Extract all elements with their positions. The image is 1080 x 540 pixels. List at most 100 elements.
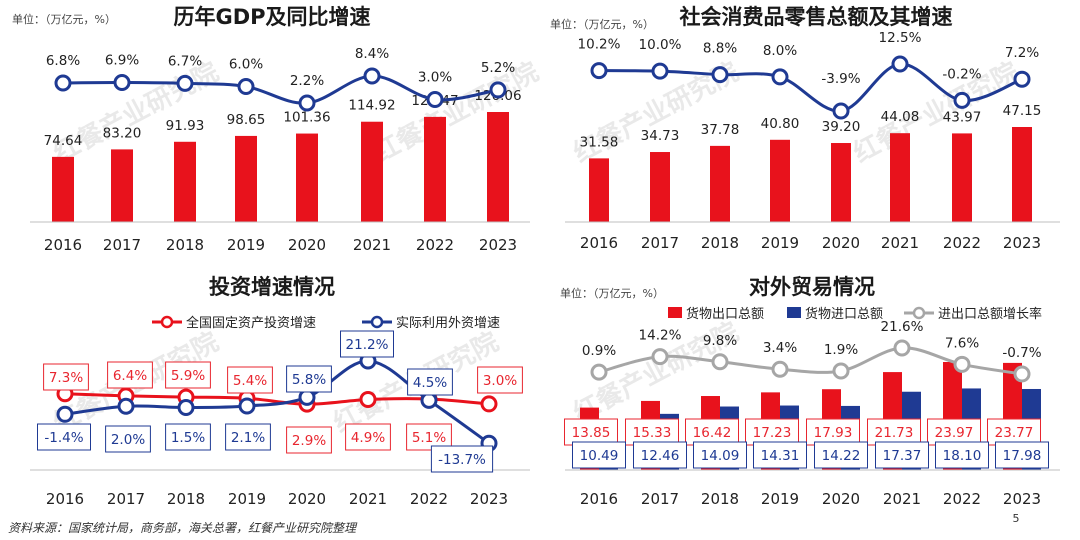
trade-export-label-2016-box — [564, 418, 618, 446]
gdp-bar-2021 — [361, 121, 383, 222]
invest-foreign-label-2021: 21.2% — [346, 337, 389, 353]
trade-import-label-2021-box — [875, 441, 929, 469]
watermark-3: 红餐产业研究院 — [848, 56, 1023, 169]
trade-legend-export-swatch — [668, 307, 682, 318]
retail-bar-label-2016: 31.58 — [580, 134, 619, 150]
trade-growth-point-5 — [893, 339, 911, 357]
invest-foreign-label-2017-box — [105, 425, 151, 453]
invest-fixed-label-2016-box — [43, 363, 89, 391]
gdp-unit: 单位：（万亿元，%） — [12, 12, 116, 26]
invest-fixed-label-2023: 3.0% — [483, 373, 517, 389]
trade-import-label-2019-box — [753, 441, 807, 469]
trade-import-label-2022: 18.10 — [943, 448, 982, 464]
invest-fixed-label-2016: 7.3% — [49, 370, 83, 386]
invest-tick-2016: 2016 — [46, 490, 84, 508]
gdp-tick-2020: 2020 — [288, 236, 326, 254]
gdp-bar-2018 — [174, 141, 196, 222]
retail-growth-label-2020: -3.9% — [821, 71, 860, 87]
trade-import-label-2020: 14.22 — [822, 448, 861, 464]
invest-fixed-point-5 — [359, 390, 377, 408]
trade-growth-point-7 — [1013, 365, 1031, 383]
invest-fixed-label-2021-box — [345, 423, 391, 451]
retail-tick-2022: 2022 — [943, 234, 981, 252]
invest-fixed-label-2019-box — [227, 366, 273, 394]
invest-foreign-label-2018-box — [165, 423, 211, 451]
invest-foreign-label-2023-box — [430, 445, 494, 473]
trade-import-label-2016: 10.49 — [580, 448, 619, 464]
retail-growth-point-2 — [711, 66, 729, 84]
gdp-tick-2019: 2019 — [227, 236, 265, 254]
invest-tick-2017: 2017 — [107, 490, 145, 508]
gdp-bar-2016 — [52, 156, 74, 222]
trade-legend-import-swatch — [787, 307, 801, 318]
trade-import-label-2022-box — [935, 441, 989, 469]
retail-bar-2016 — [589, 158, 609, 222]
trade-import-label-2020-box — [814, 441, 868, 469]
retail-growth-label-2019: 8.0% — [763, 43, 797, 59]
gdp-tick-2023: 2023 — [479, 236, 517, 254]
trade-growth-point-6 — [953, 355, 971, 373]
retail-growth-point-5 — [891, 55, 909, 73]
retail-bar-label-2022: 43.97 — [943, 109, 982, 125]
trade-export-label-2016: 13.85 — [572, 425, 611, 441]
trade-tick-2018: 2018 — [701, 490, 739, 508]
gdp-growth-label-2017: 6.9% — [105, 53, 139, 69]
retail-growth-label-2016: 10.2% — [578, 37, 621, 53]
gdp-bar-2017 — [111, 149, 133, 222]
retail-growth-label-2023: 7.2% — [1005, 45, 1039, 61]
retail-bar-2021 — [890, 133, 910, 222]
retail-bar-label-2021: 44.08 — [881, 109, 920, 125]
trade-import-label-2017: 12.46 — [641, 448, 680, 464]
retail-growth-point-4 — [832, 102, 850, 120]
retail-tick-2018: 2018 — [701, 234, 739, 252]
gdp-growth-label-2020: 2.2% — [290, 73, 324, 89]
gdp-growth-label-2022: 3.0% — [418, 70, 452, 86]
trade-legend-export-label: 货物出口总额 — [686, 306, 764, 322]
gdp-bar-2022 — [424, 116, 446, 222]
invest-legend-red-label: 全国固定资产投资增速 — [186, 315, 316, 331]
trade-export-label-2019: 17.23 — [753, 425, 792, 441]
retail-bar-label-2017: 34.73 — [641, 128, 680, 144]
invest-fixed-label-2022: 5.1% — [412, 430, 446, 446]
source-note: 资料来源：国家统计局，商务部，海关总署，红餐产业研究院整理 — [8, 521, 358, 535]
invest-foreign-point-0 — [56, 405, 74, 423]
invest-fixed-label-2018-box — [165, 361, 211, 389]
gdp-growth-point-6 — [426, 91, 444, 109]
trade-legend-import-label: 货物进口总额 — [805, 306, 883, 322]
watermark-0: 红餐产业研究院 — [48, 56, 223, 169]
invest-fixed-label-2020: 2.9% — [292, 433, 326, 449]
gdp-growth-point-4 — [298, 94, 316, 112]
trade-legend-growth-marker — [912, 306, 926, 320]
retail-tick-2021: 2021 — [881, 234, 919, 252]
trade-import-label-2017-box — [633, 441, 687, 469]
gdp-title: 历年GDP及同比增速 — [173, 5, 370, 29]
gdp-growth-label-2021: 8.4% — [355, 46, 389, 62]
trade-export-label-2017-box — [625, 418, 679, 446]
trade-growth-point-4 — [832, 362, 850, 380]
trade-growth-point-2 — [711, 353, 729, 371]
trade-import-label-2023-box — [995, 441, 1049, 469]
gdp-growth-label-2016: 6.8% — [46, 53, 80, 69]
page-number: 5 — [1013, 512, 1020, 525]
invest-foreign-label-2017: 2.0% — [111, 432, 145, 448]
invest-legend-red-marker — [160, 315, 174, 329]
trade-tick-2023: 2023 — [1003, 490, 1041, 508]
gdp-bar-label-2016: 74.64 — [44, 133, 83, 149]
trade-unit: 单位：（万亿元，%） — [560, 286, 664, 300]
gdp-tick-2016: 2016 — [44, 236, 82, 254]
trade-tick-2019: 2019 — [761, 490, 799, 508]
gdp-growth-point-5 — [363, 67, 381, 85]
retail-unit: 单位：（万亿元，%） — [550, 17, 654, 31]
retail-growth-label-2018: 8.8% — [703, 41, 737, 57]
trade-import-label-2016-box — [572, 441, 626, 469]
gdp-tick-2018: 2018 — [166, 236, 204, 254]
invest-foreign-label-2023: -13.7% — [438, 452, 486, 468]
trade-growth-label-2016: 0.9% — [582, 343, 616, 359]
retail-title: 社会消费品零售总额及其增速 — [679, 5, 953, 29]
trade-export-label-2018: 16.42 — [693, 425, 732, 441]
trade-growth-label-2020: 1.9% — [824, 342, 858, 358]
gdp-growth-label-2019: 6.0% — [229, 56, 263, 72]
invest-tick-2022: 2022 — [410, 490, 448, 508]
retail-bar-label-2023: 47.15 — [1003, 103, 1042, 119]
trade-growth-label-2022: 7.6% — [945, 335, 979, 351]
